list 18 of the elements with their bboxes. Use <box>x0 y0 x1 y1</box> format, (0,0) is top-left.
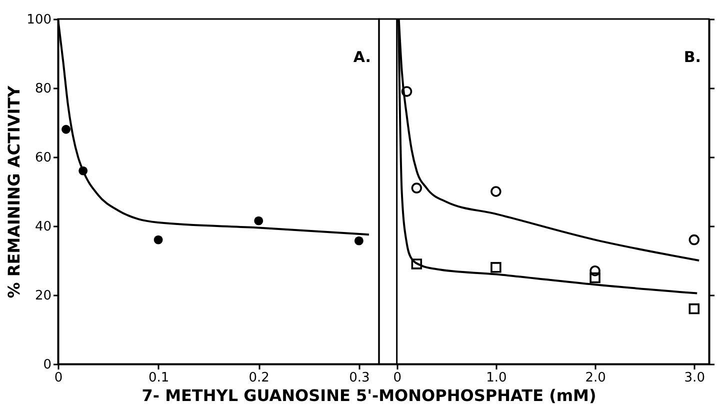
x-tick-label: 0 <box>54 370 63 386</box>
y-tick-label: 20 <box>34 288 52 304</box>
x-tick-label: 0.2 <box>248 370 270 386</box>
x-tick-label: 0.1 <box>148 370 170 386</box>
x-tick-label: 0.3 <box>349 370 370 386</box>
y-axis-title: % REMAINING ACTIVITY <box>4 85 24 298</box>
x-tick-label: 0 <box>393 370 402 386</box>
y-tick-label: 100 <box>26 12 52 28</box>
y-tick-label: 0 <box>43 358 52 372</box>
annotation: B. <box>684 48 701 66</box>
annotation: A. <box>353 48 371 66</box>
y-tick-label: 40 <box>34 220 52 234</box>
y-tick-label: 80 <box>34 82 52 96</box>
x-tick-label: 2.0 <box>585 370 606 386</box>
x-tick-label: 1.0 <box>486 370 507 386</box>
x-tick-label: 3.0 <box>684 370 705 386</box>
y-tick-label: 60 <box>34 150 52 166</box>
x-axis-title: 7- METHYL GUANOSINE 5'-MONOPHOSPHATE (mM) <box>142 386 596 405</box>
